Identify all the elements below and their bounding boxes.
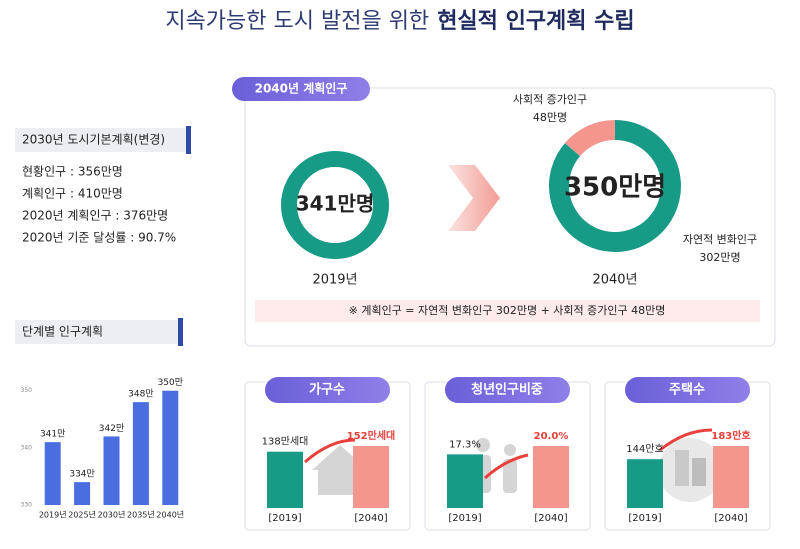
building-icon xyxy=(692,458,706,486)
donut-caption: 2040년 xyxy=(592,273,637,288)
card-title: 가구수 xyxy=(309,383,345,398)
plan-line: 현황인구 : 356만명 xyxy=(22,165,123,179)
arrow xyxy=(448,165,500,231)
bar xyxy=(74,482,91,505)
note-box xyxy=(255,300,760,322)
segment-label: 사회적 증가인구 xyxy=(513,93,587,106)
plan-line: 계획인구 : 410만명 xyxy=(22,187,123,201)
donut-center-label: 341만명 xyxy=(296,192,375,216)
note: ※ 계획인구 = 자연적 변화인구 302만명 + 사회적 증가인구 48만명 xyxy=(349,304,666,317)
donut-center-label: 350만명 xyxy=(564,173,666,203)
value-label: 138만세대 xyxy=(262,436,309,448)
title-emphasis: 현실적 인구계획 수립 xyxy=(437,9,634,34)
building-icon xyxy=(675,450,689,486)
x-tick-label: 2030년 xyxy=(98,510,126,520)
person-icon xyxy=(476,438,490,452)
donut-ring xyxy=(281,151,389,259)
x-tick-label: [2040] xyxy=(534,513,567,524)
value-label: 341만 xyxy=(40,429,65,440)
trend-arrow xyxy=(304,438,356,464)
title-plain: 지속가능한 도시 발전을 위한 xyxy=(165,9,429,34)
plan-heading: 2030년 도시기본계획(변경) xyxy=(22,133,165,147)
trend-arrow xyxy=(483,453,529,480)
x-tick-label: [2019] xyxy=(268,513,301,524)
plan-line: 2020년 기준 달성률 : 90.7% xyxy=(22,231,176,245)
person-icon xyxy=(503,459,517,493)
value-label: 183만호 xyxy=(711,429,750,442)
value-label: 20.0% xyxy=(534,431,569,442)
heading-accent xyxy=(178,318,183,346)
x-tick-label: [2040] xyxy=(354,513,387,524)
value-label: 334만 xyxy=(69,469,94,480)
value-label: 144만호 xyxy=(626,443,664,455)
building-icon xyxy=(658,438,722,502)
y-tick-label: 330 xyxy=(21,502,33,509)
donut-segment xyxy=(549,120,681,252)
card-title: 주택수 xyxy=(669,382,705,398)
card-badge xyxy=(445,377,570,403)
badge xyxy=(232,77,370,101)
cards xyxy=(244,377,771,531)
heading-accent xyxy=(186,126,191,154)
value-label: 152만세대 xyxy=(347,429,395,442)
value-label: 350만 xyxy=(158,377,183,388)
plan-line: 2020년 계획인구 : 376만명 xyxy=(22,209,168,223)
bar xyxy=(162,390,179,505)
x-tick-label: 2019년 xyxy=(39,510,67,520)
bar xyxy=(44,442,61,505)
y-tick-label: 350 xyxy=(21,387,33,394)
value-label: 17.3% xyxy=(449,439,481,450)
segment-label: 자연적 변화인구 xyxy=(683,233,757,246)
bar xyxy=(627,459,663,508)
bar xyxy=(447,454,483,508)
x-tick-label: [2040] xyxy=(714,513,747,524)
segment-value: 302만명 xyxy=(699,251,740,264)
x-tick-label: 2025년 xyxy=(68,510,96,520)
bar xyxy=(103,436,120,505)
card-title: 청년인구비중 xyxy=(471,382,543,398)
donut-caption: 2019년 xyxy=(312,273,357,288)
person-icon xyxy=(504,444,516,456)
x-tick-label: 2040년 xyxy=(156,510,184,520)
trend-arrow xyxy=(659,428,713,452)
donut-segment xyxy=(564,120,616,157)
segment-value: 48만명 xyxy=(533,111,567,124)
badge-text: 2040년 계획인구 xyxy=(255,81,348,96)
x-tick-label: 2035년 xyxy=(127,510,155,520)
card-badge xyxy=(265,377,390,403)
card-badge xyxy=(625,377,750,403)
heading-box xyxy=(15,128,190,152)
bar xyxy=(132,402,149,505)
value-label: 348만 xyxy=(128,389,153,400)
chart-heading: 단계별 인구계획 xyxy=(22,325,103,339)
y-tick-label: 340 xyxy=(21,444,33,451)
value-label: 342만 xyxy=(99,423,124,434)
bar xyxy=(353,446,389,508)
bar xyxy=(713,446,749,508)
x-tick-label: [2019] xyxy=(628,513,661,524)
bar xyxy=(267,451,303,508)
main-panel xyxy=(244,87,776,347)
bar xyxy=(533,446,569,508)
page-title: 지속가능한 도시 발전을 위한 현실적 인구계획 수립 xyxy=(165,9,634,34)
heading-box xyxy=(15,320,180,344)
x-tick-label: [2019] xyxy=(448,513,481,524)
